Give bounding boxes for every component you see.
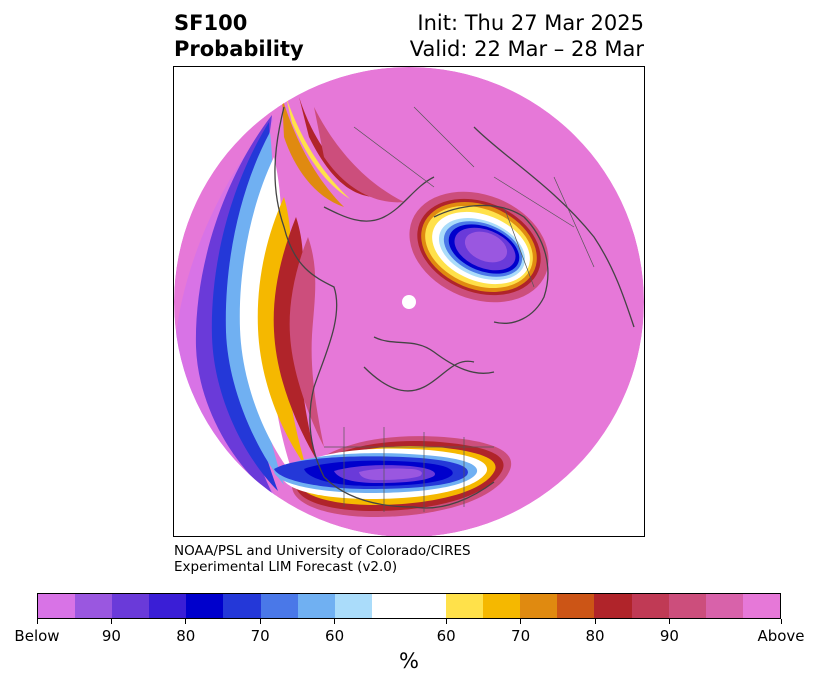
colorbar-segment bbox=[297, 594, 335, 618]
credit-line-2: Experimental LIM Forecast (v2.0) bbox=[174, 559, 398, 575]
colorbar-segment bbox=[149, 594, 187, 618]
colorbar-segment bbox=[705, 594, 743, 618]
colorbar-tick-label: 80 bbox=[585, 627, 605, 645]
colorbar-tick bbox=[668, 619, 670, 624]
west-anomaly-band bbox=[174, 115, 324, 507]
colorbar-segment bbox=[594, 594, 632, 618]
colorbar-segment bbox=[38, 594, 76, 618]
credit-line-1: NOAA/PSL and University of Colorado/CIRE… bbox=[174, 543, 471, 559]
colorbar-segment bbox=[557, 594, 595, 618]
colorbar-tick bbox=[36, 619, 38, 624]
colorbar-tick bbox=[185, 619, 187, 624]
init-date-label: Init: Thu 27 Mar 2025 bbox=[417, 11, 644, 35]
colorbar-tick-label: 60 bbox=[436, 627, 456, 645]
polar-map bbox=[174, 67, 644, 536]
colorbar-tick-label: 90 bbox=[101, 627, 121, 645]
colorbar-segment bbox=[668, 594, 706, 618]
colorbar-tick-label: Above bbox=[757, 627, 805, 645]
colorbar-tick-label: 70 bbox=[511, 627, 531, 645]
colorbar-segment bbox=[112, 594, 150, 618]
colorbar-tick bbox=[520, 619, 522, 624]
credit-text: NOAA/PSL and University of Colorado/CIRE… bbox=[174, 543, 471, 575]
colorbar-unit-label: % bbox=[399, 649, 419, 673]
colorbar-tick-label: 60 bbox=[325, 627, 345, 645]
coastlines bbox=[274, 106, 635, 509]
colorbar-tick bbox=[780, 619, 782, 624]
northwest-anomaly-band bbox=[282, 97, 404, 207]
colorbar-tick-label: 70 bbox=[250, 627, 270, 645]
colorbar-segment bbox=[223, 594, 261, 618]
us-anomaly bbox=[274, 436, 512, 517]
colorbar-segment bbox=[75, 594, 113, 618]
colorbar bbox=[37, 593, 781, 619]
pole-marker bbox=[402, 295, 416, 309]
chart-title-left: SF100 Probability bbox=[174, 10, 304, 62]
colorbar-segment bbox=[520, 594, 558, 618]
colorbar-tick-label: 90 bbox=[659, 627, 679, 645]
colorbar-segment bbox=[742, 594, 780, 618]
map-panel bbox=[173, 66, 645, 537]
colorbar-tick-label: Below bbox=[14, 627, 60, 645]
colorbar-tick bbox=[259, 619, 261, 624]
colorbar-segment bbox=[186, 594, 224, 618]
variable-label: SF100 bbox=[174, 11, 248, 35]
colorbar-tick-label: 80 bbox=[176, 627, 196, 645]
colorbar-segment bbox=[483, 594, 521, 618]
colorbar-tick bbox=[334, 619, 336, 624]
colorbar-tick bbox=[110, 619, 112, 624]
chart-title-right: Init: Thu 27 Mar 2025 Valid: 22 Mar – 28… bbox=[410, 10, 644, 62]
colorbar-segment bbox=[334, 594, 372, 618]
colorbar-segment bbox=[446, 594, 484, 618]
valid-range-label: Valid: 22 Mar – 28 Mar bbox=[409, 37, 644, 61]
colorbar-tick bbox=[445, 619, 447, 624]
product-label: Probability bbox=[174, 37, 304, 61]
colorbar-segment bbox=[371, 594, 447, 618]
colorbar-segment bbox=[631, 594, 669, 618]
colorbar-segment bbox=[260, 594, 298, 618]
colorbar-tick bbox=[594, 619, 596, 624]
political-borders bbox=[324, 106, 595, 512]
